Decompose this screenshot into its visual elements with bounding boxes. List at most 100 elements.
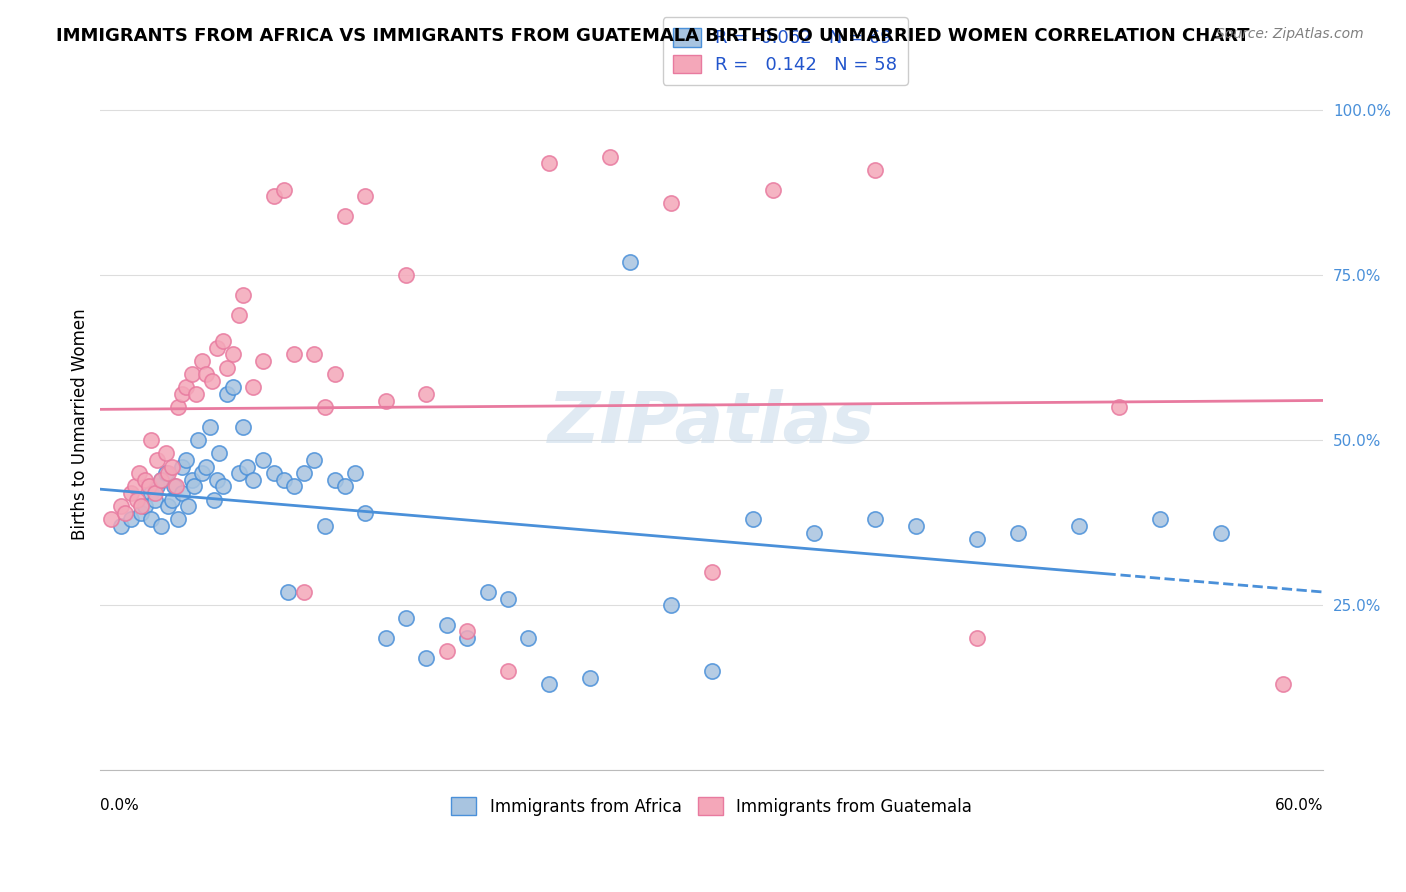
Point bbox=[145, 486, 167, 500]
Point bbox=[138, 479, 160, 493]
Point bbox=[477, 585, 499, 599]
Point bbox=[1211, 525, 1233, 540]
Point bbox=[211, 334, 233, 349]
Point bbox=[141, 512, 163, 526]
Point bbox=[599, 150, 621, 164]
Point bbox=[166, 401, 188, 415]
Point bbox=[141, 434, 163, 448]
Point bbox=[211, 479, 233, 493]
Point bbox=[263, 466, 285, 480]
Point bbox=[344, 466, 367, 480]
Point bbox=[323, 473, 346, 487]
Point bbox=[181, 368, 204, 382]
Point bbox=[1067, 519, 1090, 533]
Point bbox=[183, 479, 205, 493]
Point bbox=[205, 341, 228, 355]
Point bbox=[200, 420, 222, 434]
Point bbox=[215, 360, 238, 375]
Point bbox=[155, 446, 177, 460]
Point bbox=[374, 631, 396, 645]
Point bbox=[333, 209, 356, 223]
Point bbox=[537, 156, 560, 170]
Legend: Immigrants from Africa, Immigrants from Guatemala: Immigrants from Africa, Immigrants from … bbox=[443, 789, 981, 824]
Point bbox=[232, 420, 254, 434]
Point bbox=[181, 473, 204, 487]
Point bbox=[314, 401, 336, 415]
Point bbox=[120, 486, 142, 500]
Point bbox=[456, 631, 478, 645]
Point bbox=[700, 664, 723, 678]
Point bbox=[292, 466, 315, 480]
Point bbox=[160, 459, 183, 474]
Point bbox=[128, 466, 150, 480]
Point bbox=[904, 519, 927, 533]
Point bbox=[659, 195, 682, 210]
Point bbox=[191, 354, 214, 368]
Point bbox=[201, 374, 224, 388]
Point bbox=[205, 473, 228, 487]
Point bbox=[146, 479, 169, 493]
Point bbox=[283, 347, 305, 361]
Point bbox=[659, 598, 682, 612]
Point bbox=[395, 268, 418, 283]
Point bbox=[252, 453, 274, 467]
Point bbox=[163, 479, 186, 493]
Point bbox=[166, 512, 188, 526]
Point bbox=[537, 677, 560, 691]
Point bbox=[496, 664, 519, 678]
Point bbox=[134, 499, 156, 513]
Point bbox=[195, 459, 218, 474]
Point bbox=[156, 466, 179, 480]
Point bbox=[232, 288, 254, 302]
Point bbox=[150, 519, 173, 533]
Point bbox=[1271, 677, 1294, 691]
Point bbox=[236, 459, 259, 474]
Point bbox=[578, 671, 600, 685]
Point bbox=[762, 183, 785, 197]
Point bbox=[966, 532, 988, 546]
Point bbox=[619, 255, 641, 269]
Point bbox=[415, 651, 437, 665]
Point bbox=[125, 492, 148, 507]
Text: 60.0%: 60.0% bbox=[1275, 797, 1323, 813]
Point bbox=[273, 473, 295, 487]
Y-axis label: Births to Unmarried Women: Births to Unmarried Women bbox=[72, 308, 89, 540]
Point bbox=[129, 499, 152, 513]
Point bbox=[1108, 401, 1130, 415]
Point bbox=[215, 387, 238, 401]
Point bbox=[195, 368, 218, 382]
Point bbox=[145, 492, 167, 507]
Point bbox=[174, 453, 197, 467]
Point bbox=[114, 506, 136, 520]
Point bbox=[304, 453, 326, 467]
Text: Source: ZipAtlas.com: Source: ZipAtlas.com bbox=[1216, 27, 1364, 41]
Point bbox=[170, 459, 193, 474]
Point bbox=[314, 519, 336, 533]
Point bbox=[156, 499, 179, 513]
Point bbox=[124, 479, 146, 493]
Point bbox=[100, 512, 122, 526]
Point bbox=[160, 492, 183, 507]
Point bbox=[187, 434, 209, 448]
Text: IMMIGRANTS FROM AFRICA VS IMMIGRANTS FROM GUATEMALA BIRTHS TO UNMARRIED WOMEN CO: IMMIGRANTS FROM AFRICA VS IMMIGRANTS FRO… bbox=[56, 27, 1250, 45]
Point bbox=[141, 486, 163, 500]
Point bbox=[1149, 512, 1171, 526]
Point bbox=[496, 591, 519, 606]
Point bbox=[354, 189, 377, 203]
Point bbox=[803, 525, 825, 540]
Point bbox=[120, 512, 142, 526]
Point bbox=[222, 347, 245, 361]
Point bbox=[242, 380, 264, 394]
Point bbox=[700, 565, 723, 579]
Point bbox=[222, 380, 245, 394]
Point bbox=[863, 512, 886, 526]
Point bbox=[207, 446, 229, 460]
Point bbox=[304, 347, 326, 361]
Point bbox=[323, 368, 346, 382]
Point bbox=[292, 585, 315, 599]
Point bbox=[146, 453, 169, 467]
Point bbox=[456, 624, 478, 639]
Point bbox=[374, 393, 396, 408]
Point bbox=[191, 466, 214, 480]
Point bbox=[110, 519, 132, 533]
